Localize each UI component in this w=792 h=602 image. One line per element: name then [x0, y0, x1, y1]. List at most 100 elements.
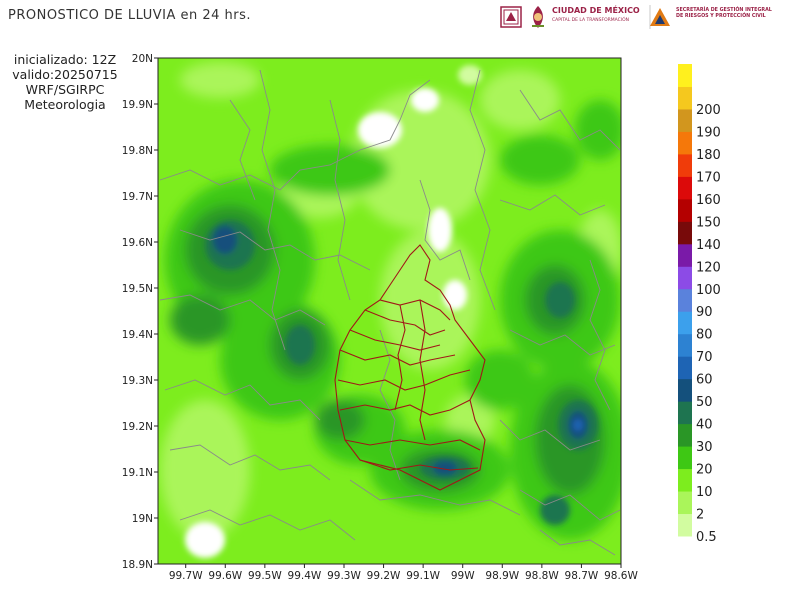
run-info: inicializado: 12Z valido:20250715 WRF/SG… [0, 52, 130, 112]
lat-tick-label: 19.7N [122, 191, 153, 203]
rainfall-field [158, 58, 621, 564]
lat-tick-label: 20N [132, 53, 153, 65]
sgirpc-name: SECRETARÍA DE GESTIÓN INTEGRAL DE RIESGO… [676, 8, 786, 20]
rain-zone-dry [185, 522, 225, 558]
rain-zone-20mm [500, 135, 580, 185]
rainfall-legend: 0.5 2 10 20 30 40 50 60 70 80 90 100 120 140 150 160 170… [678, 64, 721, 545]
lon-tick-label: 99.6W [208, 570, 242, 582]
legend-swatch [678, 378, 692, 402]
legend-level-label: 30 [696, 440, 713, 455]
legend-level-label: 70 [696, 350, 713, 365]
rain-zone-30mm [170, 295, 230, 345]
legend-swatch [678, 288, 692, 312]
lon-tick-label: 99.1W [406, 570, 440, 582]
legend-level-label: 20 [696, 463, 713, 478]
legend-swatch [678, 221, 692, 245]
legend-swatch [678, 108, 692, 132]
legend-swatch [678, 153, 692, 177]
rain-zone-2mm [160, 400, 250, 540]
legend-swatch [678, 131, 692, 155]
sgirpc-line1: SECRETARÍA DE GESTIÓN INTEGRAL [676, 8, 772, 13]
rain-zone-20mm [270, 145, 390, 195]
rain-zone-dry [428, 208, 452, 252]
lat-tick-label: 19.9N [122, 99, 153, 111]
legend-level-label: 60 [696, 373, 713, 388]
rain-zone-50mm [433, 461, 457, 475]
legend-swatch [678, 86, 692, 110]
rain-zone-20mm [465, 350, 535, 410]
legend-level-label: 150 [696, 215, 721, 230]
legend-level-label: 140 [696, 238, 721, 253]
lat-tick-label: 19.6N [122, 237, 153, 249]
legend-swatch [678, 513, 692, 537]
cdmx-borough-boundaries [334, 244, 486, 491]
legend-level-label: 190 [696, 125, 721, 140]
latitude-axis: 20N 19.9N 19.8N 19.7N 19.6N 19.5N 19.4N 19.3N 19… [122, 53, 158, 571]
legend-level-label: 80 [696, 328, 713, 343]
legend-level-label: 50 [696, 395, 713, 410]
cdmx-seal-logo [500, 6, 522, 28]
legend-level-label: 180 [696, 148, 721, 163]
lat-tick-label: 19N [132, 513, 153, 525]
sgirpc-line2: DE RIESGOS Y PROTECCIÓN CIVIL [676, 14, 766, 19]
lat-tick-label: 19.2N [122, 421, 153, 433]
rain-zone-dry [443, 280, 467, 310]
legend-level-label: 40 [696, 418, 713, 433]
legend-swatch [678, 401, 692, 425]
rain-zone-40mm [540, 495, 570, 525]
legend-swatch [678, 423, 692, 447]
legend-swatch [678, 64, 692, 87]
legend-swatch [678, 333, 692, 357]
lat-tick-label: 19.1N [122, 467, 153, 479]
legend-level-label: 2 [696, 508, 704, 523]
lon-tick-label: 99W [451, 570, 475, 582]
legend-swatch [678, 243, 692, 267]
legend-swatch [678, 446, 692, 470]
run-valid-label: valido:20250715 [12, 67, 118, 82]
cdmx-tagline: CAPITAL DE LA TRANSFORMACIÓN [552, 18, 630, 23]
run-init-label: inicializado: 12Z [13, 52, 117, 67]
lat-tick-label: 19.8N [122, 145, 153, 157]
lat-tick-label: 19.3N [122, 375, 153, 387]
cdmx-emblem-logo [532, 6, 544, 28]
legend-level-label: 200 [696, 103, 721, 118]
lon-tick-label: 98.7W [565, 570, 599, 582]
map-frame [157, 57, 622, 565]
legend-swatch [678, 468, 692, 492]
legend-level-label: 170 [696, 170, 721, 185]
legend-swatch [678, 356, 692, 380]
legend-swatch [678, 198, 692, 222]
lon-tick-label: 99.3W [327, 570, 361, 582]
longitude-axis: 99.7W 99.6W 99.5W 99.4W 99.3W 99.2W 99.1W 99W 98… [169, 564, 638, 582]
lon-tick-label: 98.6W [604, 570, 638, 582]
lon-tick-label: 99.4W [288, 570, 322, 582]
map-title: PRONOSTICO DE LLUVIA en 24 hrs. [8, 8, 252, 23]
rain-zone-2mm [380, 230, 480, 370]
rain-zone-dry [411, 88, 439, 112]
legend-swatch [678, 266, 692, 290]
rain-zone-0.5mm [458, 65, 482, 85]
rain-zone-40mm [285, 325, 315, 365]
sgirpc-logo [649, 5, 670, 29]
lon-tick-label: 99.7W [169, 570, 203, 582]
rain-zone-20mm [575, 100, 621, 160]
model-label: WRF/SGIRPC [25, 82, 105, 97]
lon-tick-label: 98.9W [485, 570, 519, 582]
legend-level-label: 100 [696, 283, 721, 298]
cdmx-name: CIUDAD DE MÉXICO [552, 6, 640, 15]
rain-zone-2mm [480, 70, 560, 130]
legend-level-label: 0.5 [696, 530, 717, 545]
lon-tick-label: 99.2W [367, 570, 401, 582]
municipal-boundaries [159, 69, 621, 556]
legend-level-label: 10 [696, 485, 713, 500]
dept-label: Meteorologia [24, 97, 106, 112]
rain-zone-40mm [545, 282, 575, 318]
agency-logos: CIUDAD DE MÉXICO CAPITAL DE LA TRANSFORM… [500, 2, 790, 32]
legend-swatch [678, 311, 692, 335]
legend-level-label: 120 [696, 260, 721, 275]
legend-swatch [678, 176, 692, 200]
legend-swatch [678, 491, 692, 515]
lon-tick-label: 98.8W [525, 570, 559, 582]
legend-level-label: 160 [696, 193, 721, 208]
